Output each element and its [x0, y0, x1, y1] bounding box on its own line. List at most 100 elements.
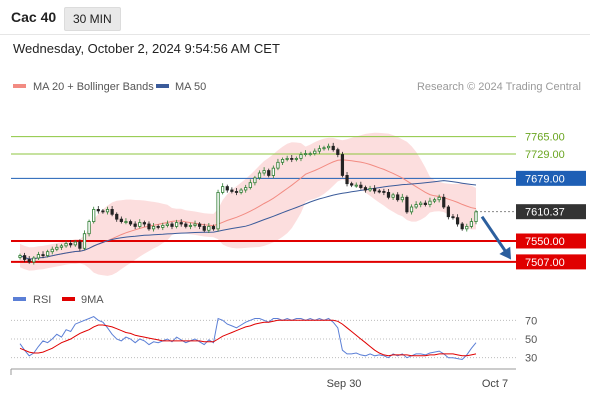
candle-body	[280, 158, 285, 163]
candle-body	[262, 170, 266, 174]
candle-body	[474, 211, 478, 222]
candle	[165, 220, 169, 228]
candle	[198, 222, 202, 230]
ma20-legend-swatch	[13, 84, 26, 88]
rsi-legend-swatch	[13, 297, 26, 301]
candle	[225, 184, 229, 193]
candle-body	[50, 248, 54, 253]
candle	[405, 195, 409, 214]
candle	[313, 148, 317, 156]
candle-body	[285, 158, 289, 160]
candle	[124, 218, 128, 225]
candle-body	[188, 225, 193, 227]
candle-body	[290, 158, 294, 160]
rsi-tick-label: 50	[525, 334, 537, 346]
forecast-arrow	[480, 215, 511, 260]
candle	[36, 251, 41, 260]
candle-body	[322, 147, 326, 150]
candle	[465, 223, 469, 232]
candle	[69, 240, 73, 248]
candle	[175, 219, 179, 229]
candle	[211, 224, 216, 231]
candle-body	[396, 194, 400, 201]
candlesticks	[18, 142, 478, 265]
candle-body	[193, 223, 197, 226]
candle	[451, 214, 455, 220]
candle	[363, 185, 368, 193]
candle	[350, 181, 354, 188]
candle-body	[156, 226, 160, 228]
ma9-legend-label: 9MA	[81, 294, 104, 306]
candle	[133, 221, 137, 230]
candle	[32, 256, 36, 265]
candle-body	[27, 259, 31, 263]
candle-body	[359, 184, 363, 188]
support-label-box	[516, 254, 586, 270]
candle	[87, 219, 91, 237]
candle	[294, 156, 298, 162]
candle-body	[294, 158, 298, 160]
resistance-label: 7729.00	[525, 149, 565, 161]
candle	[55, 243, 59, 252]
timeframe-button[interactable]: 30 MIN	[64, 7, 121, 31]
candle	[18, 253, 22, 260]
candle	[386, 189, 391, 200]
rsi-ma9-line	[19, 319, 477, 357]
price-legend: MA 20 + Bollinger Bands MA 50 Research ©…	[13, 81, 581, 93]
rsi-line	[19, 316, 477, 361]
candle-body	[23, 255, 27, 260]
candle	[96, 206, 100, 214]
candle	[276, 158, 280, 171]
candle-body	[373, 188, 377, 192]
candle-body	[41, 254, 45, 257]
candle-body	[165, 223, 169, 226]
candle	[340, 151, 345, 178]
candle	[474, 209, 478, 225]
candle-body	[142, 222, 146, 225]
candle	[446, 205, 450, 220]
candle-body	[446, 206, 450, 218]
candle	[184, 222, 188, 229]
candle	[221, 183, 225, 195]
candle-body	[313, 150, 317, 154]
candle-body	[451, 216, 455, 219]
candle-body	[391, 194, 395, 198]
candle-body	[386, 192, 391, 198]
candle-body	[36, 254, 41, 259]
candle-body	[78, 241, 82, 249]
candle	[50, 246, 54, 255]
candle	[396, 192, 400, 202]
candle	[303, 150, 308, 157]
candle	[244, 184, 248, 193]
candle	[147, 221, 151, 231]
candle-body	[303, 153, 308, 155]
candle	[216, 189, 220, 232]
pivot-label-box	[516, 170, 586, 186]
candle-body	[69, 243, 73, 246]
resistance-label: 7765.00	[525, 132, 565, 144]
candle-body	[271, 167, 275, 176]
pivot-label: 7679.00	[525, 173, 565, 185]
research-credit: Research © 2024 Trading Central	[417, 81, 581, 93]
candle-body	[437, 196, 441, 201]
candle-body	[331, 145, 335, 151]
candle-body	[336, 149, 340, 155]
candle-body	[115, 213, 119, 220]
candle-body	[221, 186, 225, 193]
candle	[156, 224, 160, 230]
candle-body	[327, 145, 331, 149]
rsi-legend-label: RSI	[33, 294, 51, 306]
candle-body	[207, 226, 211, 231]
rsi-tick-label: 70	[525, 315, 537, 327]
candle	[267, 168, 271, 178]
candle-body	[409, 206, 414, 213]
candle	[64, 240, 68, 248]
candle-body	[428, 200, 432, 205]
candle-body	[299, 154, 303, 159]
candle	[308, 151, 312, 157]
candle-body	[244, 187, 248, 191]
candle	[391, 192, 395, 200]
candle-body	[423, 202, 427, 205]
candle-body	[73, 241, 77, 246]
candle	[202, 223, 206, 233]
